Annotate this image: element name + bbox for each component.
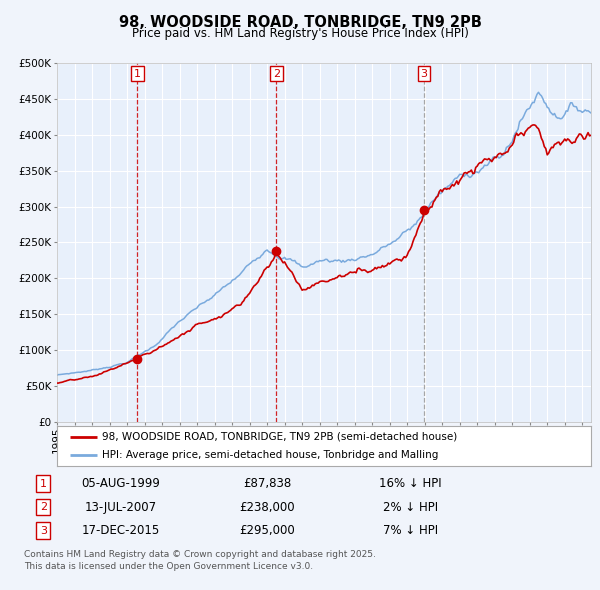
Text: 3: 3 bbox=[421, 68, 427, 78]
Text: 98, WOODSIDE ROAD, TONBRIDGE, TN9 2PB (semi-detached house): 98, WOODSIDE ROAD, TONBRIDGE, TN9 2PB (s… bbox=[103, 432, 458, 442]
Text: 1: 1 bbox=[40, 478, 47, 489]
Text: 3: 3 bbox=[40, 526, 47, 536]
Text: 13-JUL-2007: 13-JUL-2007 bbox=[85, 500, 157, 514]
Text: 2: 2 bbox=[40, 502, 47, 512]
Text: 1: 1 bbox=[134, 68, 141, 78]
Text: Price paid vs. HM Land Registry's House Price Index (HPI): Price paid vs. HM Land Registry's House … bbox=[131, 27, 469, 40]
Text: HPI: Average price, semi-detached house, Tonbridge and Malling: HPI: Average price, semi-detached house,… bbox=[103, 450, 439, 460]
Text: 2: 2 bbox=[273, 68, 280, 78]
Text: £238,000: £238,000 bbox=[239, 500, 295, 514]
Text: Contains HM Land Registry data © Crown copyright and database right 2025.
This d: Contains HM Land Registry data © Crown c… bbox=[24, 550, 376, 571]
Text: 2% ↓ HPI: 2% ↓ HPI bbox=[383, 500, 438, 514]
Text: 17-DEC-2015: 17-DEC-2015 bbox=[82, 524, 160, 537]
Text: 98, WOODSIDE ROAD, TONBRIDGE, TN9 2PB: 98, WOODSIDE ROAD, TONBRIDGE, TN9 2PB bbox=[119, 15, 481, 30]
Text: 16% ↓ HPI: 16% ↓ HPI bbox=[379, 477, 442, 490]
Text: 05-AUG-1999: 05-AUG-1999 bbox=[81, 477, 160, 490]
Text: £295,000: £295,000 bbox=[239, 524, 295, 537]
Text: 7% ↓ HPI: 7% ↓ HPI bbox=[383, 524, 438, 537]
Text: £87,838: £87,838 bbox=[243, 477, 291, 490]
